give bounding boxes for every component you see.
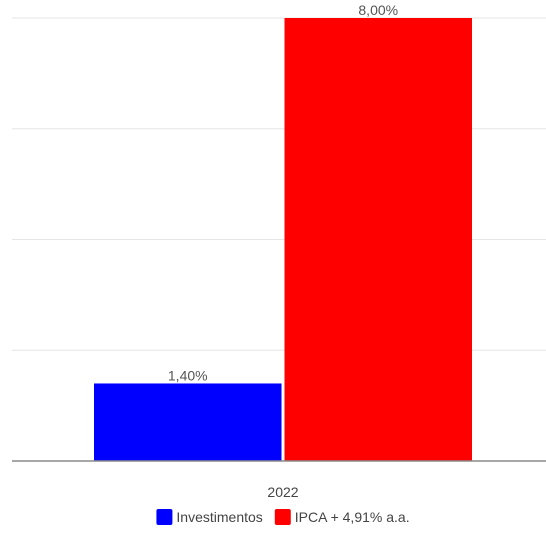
legend[interactable]: Investimentos IPCA + 4,91% a.a. bbox=[156, 509, 410, 525]
data-label: 1,40% bbox=[168, 367, 208, 383]
bar-investimentos[interactable] bbox=[94, 383, 282, 461]
x-axis-ticks: 2022 bbox=[267, 484, 298, 500]
legend-item[interactable]: Investimentos bbox=[156, 509, 263, 525]
data-label: 8,00% bbox=[358, 2, 398, 18]
bars bbox=[94, 18, 472, 461]
legend-label: IPCA + 4,91% a.a. bbox=[295, 509, 410, 525]
legend-swatch bbox=[156, 509, 173, 525]
x-tick-label: 2022 bbox=[267, 484, 298, 500]
legend-swatch bbox=[274, 509, 291, 525]
data-labels: 1,40% 8,00% bbox=[168, 2, 398, 383]
bar-ipca-4-91-a-a[interactable] bbox=[284, 18, 473, 461]
legend-label: Investimentos bbox=[176, 509, 262, 525]
legend-item[interactable]: IPCA + 4,91% a.a. bbox=[274, 509, 410, 525]
